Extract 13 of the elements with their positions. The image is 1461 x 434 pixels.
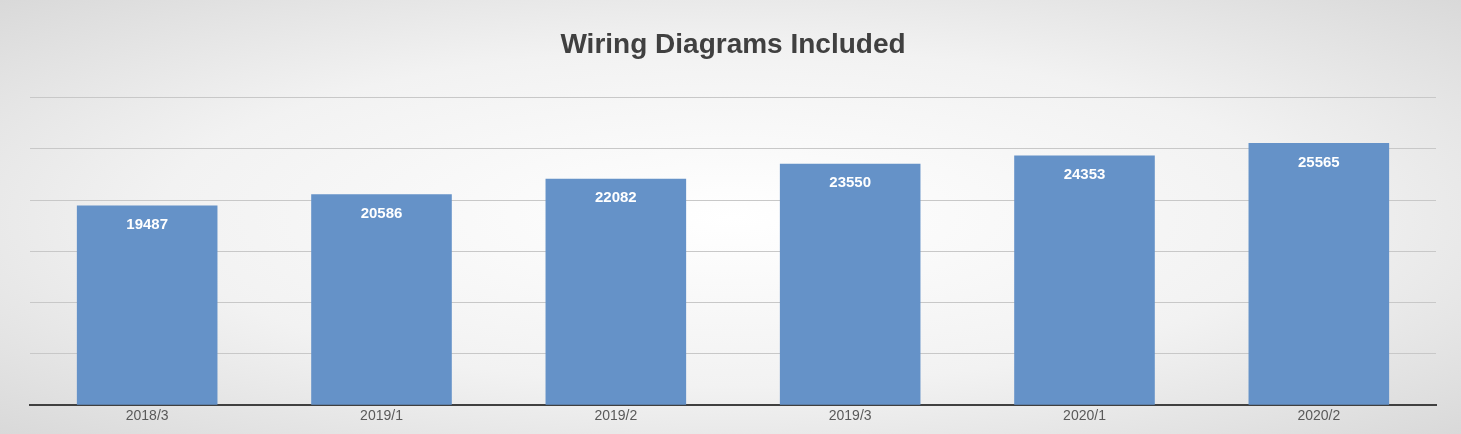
x-tick-label: 2018/3 bbox=[125, 407, 169, 424]
x-tick-label: 2019/3 bbox=[828, 407, 872, 424]
data-label: 19487 bbox=[126, 215, 169, 233]
x-tick-label: 2020/1 bbox=[1063, 407, 1107, 424]
chart-title: Wiring Diagrams Included bbox=[560, 27, 906, 59]
data-label: 22082 bbox=[594, 188, 637, 206]
x-tick-label: 2019/1 bbox=[360, 407, 404, 424]
x-tick-label: 2020/2 bbox=[1297, 407, 1341, 424]
data-label: 20586 bbox=[360, 203, 403, 221]
data-label: 24353 bbox=[1063, 165, 1106, 183]
data-label: 25565 bbox=[1297, 152, 1340, 170]
x-tick-label: 2019/2 bbox=[594, 407, 638, 424]
data-label: 23550 bbox=[829, 173, 872, 191]
